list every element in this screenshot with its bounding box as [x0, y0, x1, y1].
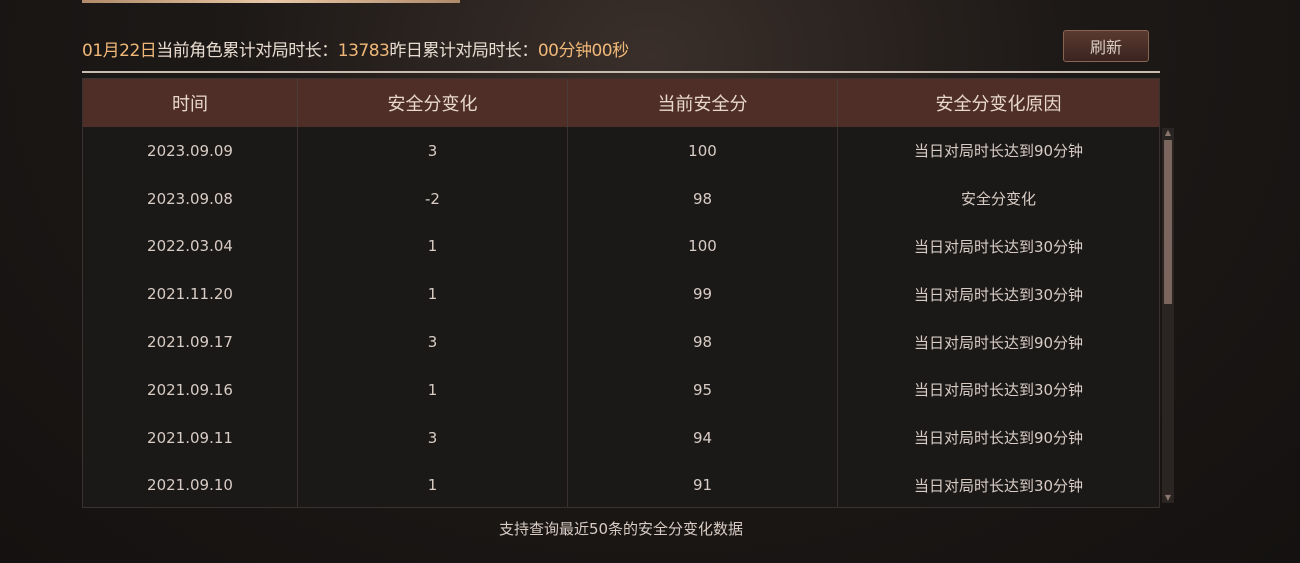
- yesterday-label: 昨日累计对局时长：: [389, 41, 538, 61]
- cell-time: 2021.11.20: [83, 270, 298, 319]
- table-row: 2022.03.04 1 100 当日对局时长达到30分钟: [83, 222, 1159, 271]
- table-row: 2021.09.17 3 98 当日对局时长达到90分钟: [83, 318, 1159, 366]
- cell-current: 94: [568, 413, 838, 462]
- cell-time: 2021.09.16: [83, 365, 298, 414]
- cell-current: 99: [568, 270, 838, 319]
- cell-time: 2021.09.11: [83, 413, 298, 462]
- cell-change: 1: [298, 222, 568, 271]
- cell-reason: 当日对局时长达到90分钟: [913, 333, 1084, 352]
- scroll-down-icon[interactable]: ▼: [1164, 493, 1172, 502]
- cell-change: 3: [298, 127, 568, 175]
- table-row: 2021.09.10 1 91 当日对局时长达到30分钟: [83, 461, 1159, 507]
- col-reason: 安全分变化原因: [935, 94, 1062, 115]
- table-row: 2023.09.08 -2 98 安全分变化: [83, 174, 1159, 223]
- table-header: 时间 安全分变化 当前安全分 安全分变化原因: [83, 79, 1159, 127]
- yesterday-value: 00分钟00秒: [537, 41, 629, 61]
- cell-reason: 当日对局时长达到30分钟: [913, 237, 1084, 256]
- cell-time: 2021.09.17: [83, 318, 298, 366]
- cell-time: 2023.09.08: [83, 174, 298, 223]
- table-row: 2021.09.16 1 95 当日对局时长达到30分钟: [83, 365, 1159, 414]
- cell-current: 100: [568, 222, 838, 271]
- cell-reason: 当日对局时长达到30分钟: [913, 381, 1084, 400]
- cell-change: 1: [298, 270, 568, 319]
- cell-time: 2023.09.09: [83, 127, 298, 175]
- table-row: 2021.09.11 3 94 当日对局时长达到90分钟: [83, 413, 1159, 462]
- cell-time: 2021.09.10: [83, 461, 298, 507]
- scroll-up-icon[interactable]: ▲: [1164, 128, 1172, 137]
- cell-reason: 安全分变化: [960, 190, 1036, 209]
- top-tab-edge: [82, 0, 460, 3]
- refresh-button[interactable]: 刷新: [1063, 30, 1149, 62]
- scrollbar[interactable]: ▲ ▼: [1162, 128, 1174, 503]
- duration-summary: 01月22日当前角色累计对局时长：13783昨日累计对局时长：00分钟00秒: [82, 36, 629, 61]
- divider: [82, 71, 1160, 73]
- cell-current: 100: [568, 127, 838, 175]
- cell-time: 2022.03.04: [83, 222, 298, 271]
- footer-note: 支持查询最近50条的安全分变化数据: [498, 520, 744, 538]
- table-row: 2023.09.09 3 100 当日对局时长达到90分钟: [83, 127, 1159, 175]
- col-time: 时间: [83, 79, 298, 127]
- cell-change: 3: [298, 318, 568, 366]
- cell-reason: 当日对局时长达到30分钟: [913, 476, 1084, 495]
- col-current: 当前安全分: [568, 79, 838, 127]
- cell-change: 1: [298, 461, 568, 507]
- table-row: 2021.11.20 1 99 当日对局时长达到30分钟: [83, 270, 1159, 319]
- cell-change: 1: [298, 365, 568, 414]
- cell-reason: 当日对局时长达到90分钟: [913, 429, 1084, 448]
- cell-current: 98: [568, 318, 838, 366]
- cell-reason: 当日对局时长达到30分钟: [913, 285, 1084, 304]
- total-label: 当前角色累计对局时长：: [156, 41, 338, 61]
- cell-change: 3: [298, 413, 568, 462]
- cell-reason: 当日对局时长达到90分钟: [913, 142, 1084, 161]
- cell-current: 95: [568, 365, 838, 414]
- col-change: 安全分变化: [298, 79, 568, 127]
- cell-change: -2: [298, 174, 568, 223]
- scroll-thumb[interactable]: [1164, 140, 1172, 304]
- summary-date: 01月22日: [82, 41, 157, 61]
- score-table: 时间 安全分变化 当前安全分 安全分变化原因 2023.09.09 3 100 当日对…: [82, 78, 1160, 508]
- cell-current: 98: [568, 174, 838, 223]
- total-value: 13783: [337, 41, 390, 61]
- cell-current: 91: [568, 461, 838, 507]
